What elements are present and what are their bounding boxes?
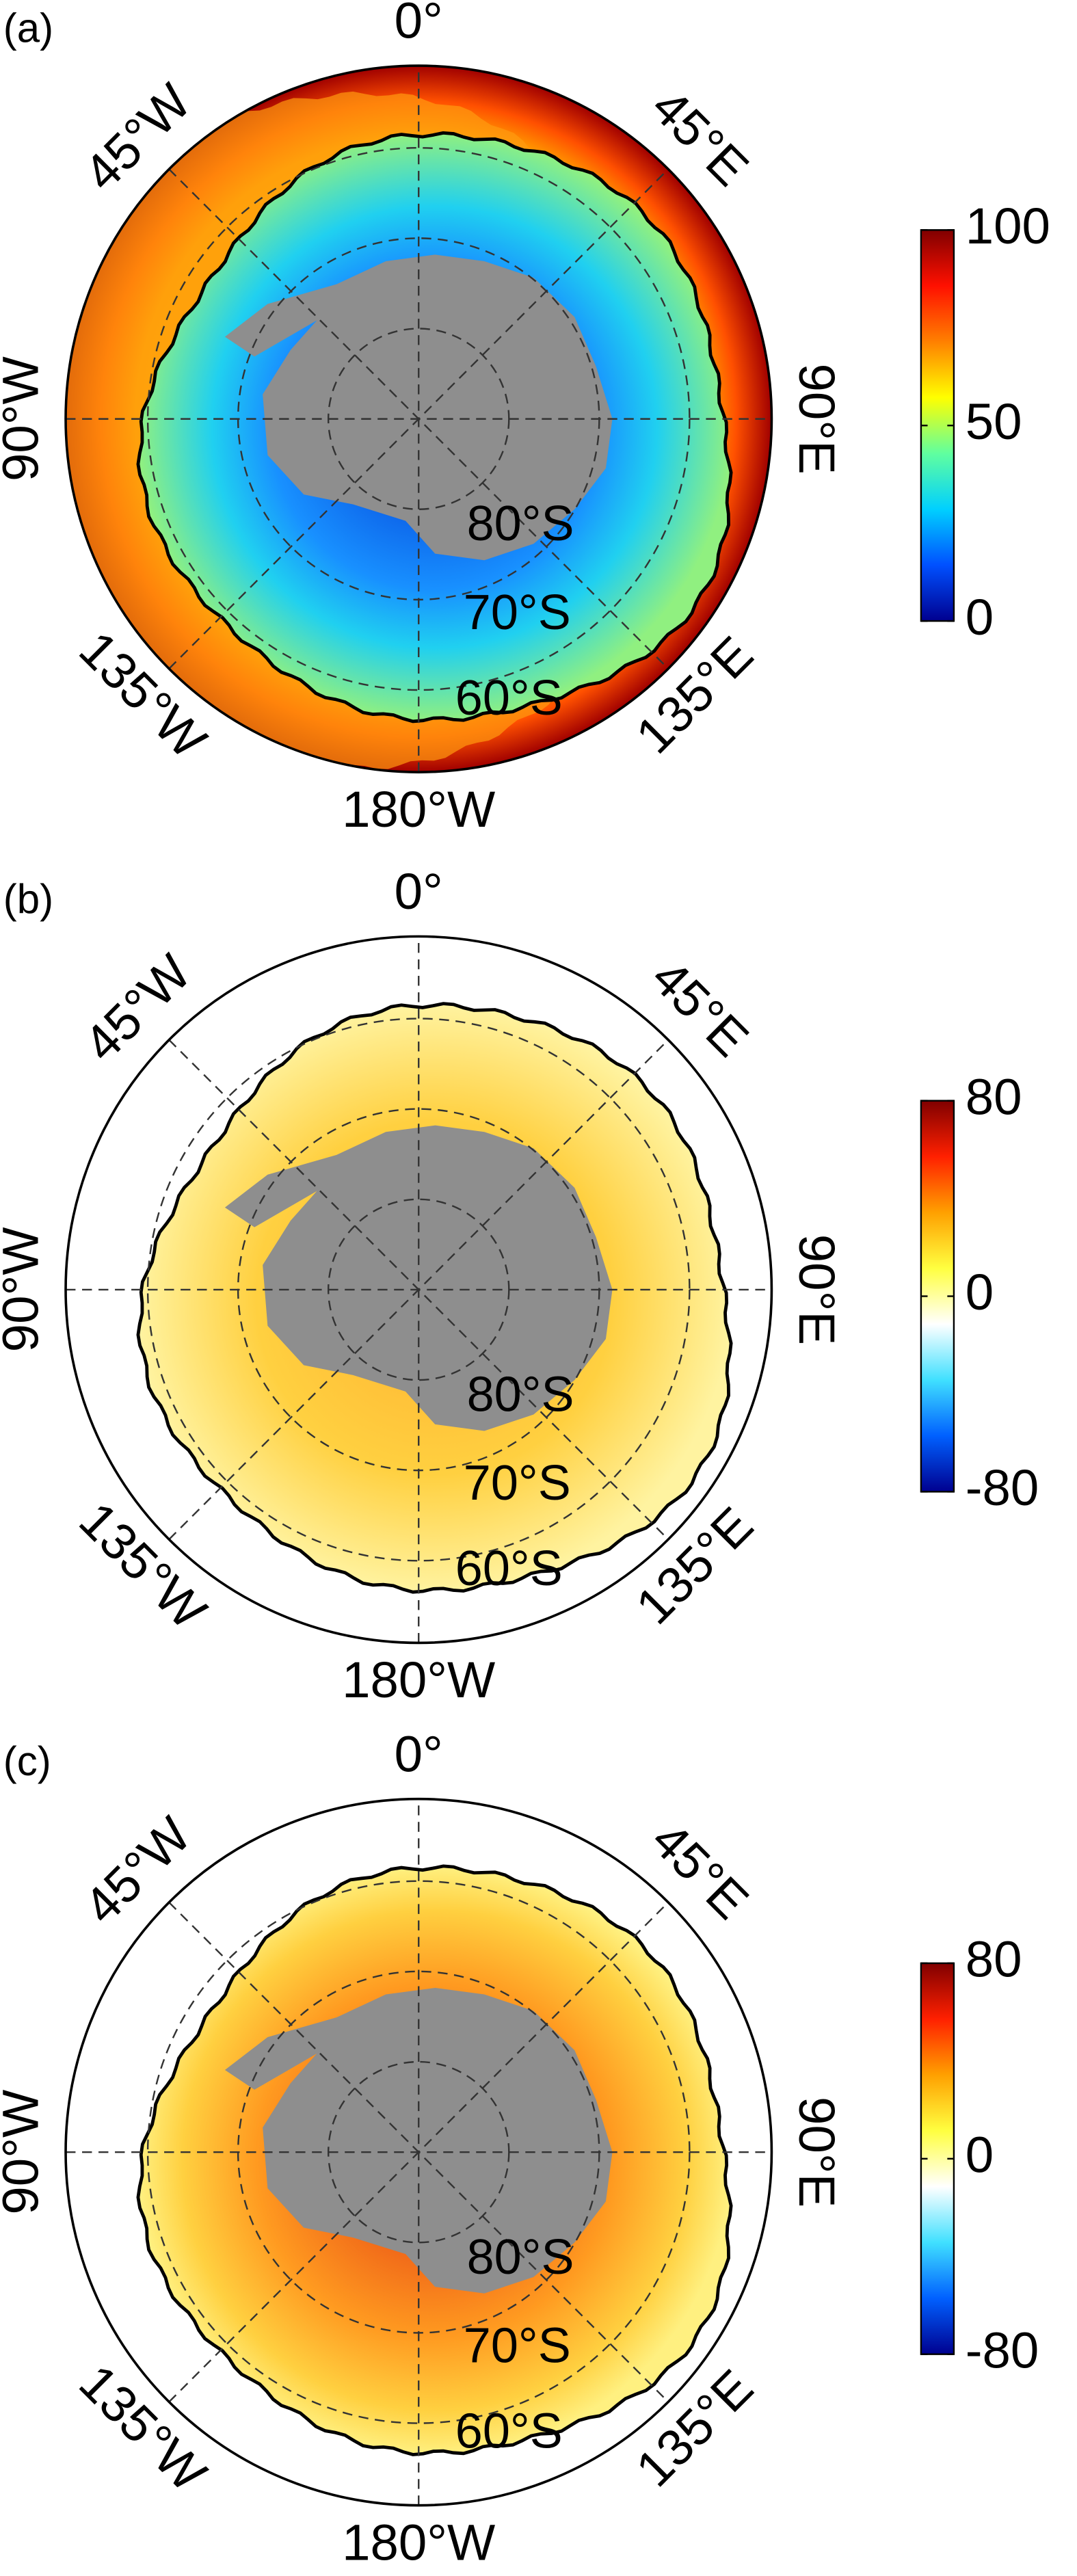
- latitude-label: 60°S: [455, 1541, 563, 1596]
- colorbar-tick-label: -80: [966, 2322, 1039, 2378]
- longitude-label: 0°: [395, 1725, 443, 1782]
- colorbar-tick-label: 0: [966, 1264, 994, 1320]
- latitude-label: 70°S: [464, 2318, 571, 2373]
- longitude-label: 180°W: [342, 2514, 495, 2571]
- ice-edge: [136, 1864, 733, 2456]
- map-border: [64, 64, 773, 773]
- panel-label: (b): [3, 876, 53, 922]
- colorbar-tick-label: 0: [966, 2126, 994, 2183]
- meridian: [168, 1039, 669, 1540]
- colorbar-tick-label: 80: [966, 1931, 1022, 1988]
- meridian: [168, 1902, 669, 2403]
- meridian: [168, 168, 669, 669]
- colorbar-tick-label: 100: [966, 198, 1050, 254]
- longitude-label: 180°W: [342, 1651, 495, 1708]
- map-border: [64, 935, 773, 1645]
- longitude-label: 90°W: [0, 1227, 49, 1352]
- ice-edge: [136, 131, 733, 723]
- latitude-label: 80°S: [467, 496, 574, 551]
- colorbar-tick-label: 80: [966, 1068, 1022, 1125]
- latitude-label: 60°S: [455, 2404, 563, 2458]
- colorbar-tick-label: 0: [966, 589, 994, 646]
- colorbar-tick-label: 50: [966, 393, 1022, 450]
- longitude-label: 180°W: [342, 781, 495, 838]
- panel-label: (a): [3, 5, 53, 51]
- latitude-label: 70°S: [464, 1456, 571, 1511]
- latitude-label: 80°S: [467, 1367, 574, 1422]
- longitude-label: 90°E: [788, 363, 845, 474]
- longitude-label: 90°W: [0, 2090, 49, 2215]
- colorbar-tick-label: -80: [966, 1459, 1039, 1516]
- ice-edge: [136, 1002, 733, 1594]
- longitude-label: 0°: [395, 863, 443, 920]
- longitude-label: 90°E: [788, 2097, 845, 2207]
- longitude-label: 0°: [395, 0, 443, 49]
- latitude-label: 70°S: [464, 585, 571, 640]
- latitude-label: 80°S: [467, 2230, 574, 2285]
- latitude-label: 60°S: [455, 671, 563, 726]
- map-border: [64, 1797, 773, 2507]
- panel-label: (c): [3, 1738, 51, 1784]
- longitude-label: 90°E: [788, 1234, 845, 1345]
- longitude-label: 90°W: [0, 356, 49, 481]
